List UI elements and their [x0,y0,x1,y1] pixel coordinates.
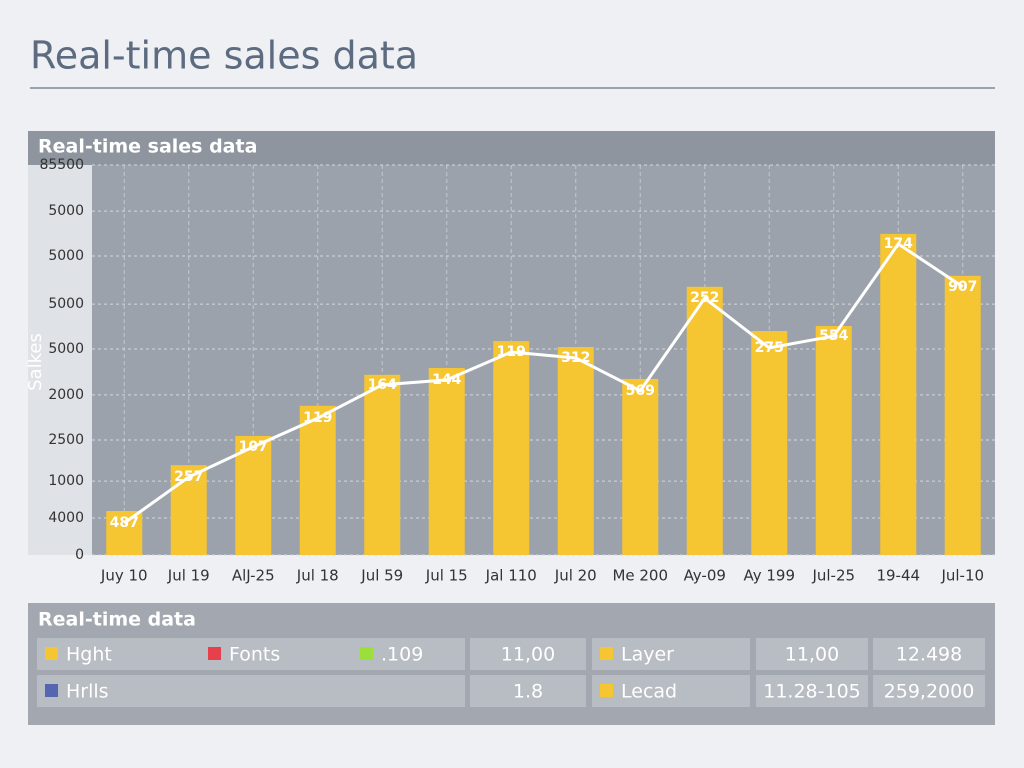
legend-label: Hrlls [66,681,109,703]
bar-label: 119 [497,344,526,360]
legend-swatch [600,647,613,660]
x-tick-label: Jul 15 [425,567,468,585]
y-tick-label: 4000 [48,510,84,526]
table-cell [592,675,750,707]
table-cell [470,638,586,670]
y-tick-label: 2500 [48,432,84,448]
bar-label: 174 [884,236,913,252]
page-title: Real-time sales data [30,34,418,78]
table-cell [592,638,750,670]
bar-label: 252 [690,290,719,306]
bar-label: 119 [303,410,332,426]
y-tick-label: 5000 [48,341,84,357]
bar-label: 144 [432,372,461,388]
x-tick-label: AlJ-25 [232,567,275,585]
y-tick-label: 5000 [48,248,84,264]
table-value: 12.498 [896,644,962,666]
table-cell [37,675,465,707]
bar [493,341,530,555]
x-tick-label: Jul-10 [940,567,984,585]
legend-label: Hght [66,644,112,666]
legend-swatch [360,647,373,660]
x-tick-label: Jul 19 [167,567,210,585]
chart-header [28,131,995,165]
x-tick-label: Ay-09 [684,567,726,585]
y-tick-label: 85500 [39,157,84,173]
bar-label: 275 [755,340,784,356]
bar [880,233,917,555]
bar-label: 907 [948,279,977,295]
table-cell [756,638,868,670]
x-tick-label: Jal 110 [485,567,537,585]
bar [170,465,207,555]
y-tick-label: 0 [75,547,84,563]
legend-swatch [45,647,58,660]
bar-label: 107 [239,439,268,455]
bar-label: 257 [174,469,203,485]
y-tick-label: 5000 [48,203,84,219]
bar [428,367,465,555]
bar-label: 569 [626,383,655,399]
bar [364,374,401,555]
table-cell [756,675,868,707]
table-title: Real-time data [38,609,196,631]
x-tick-label: Ay 199 [743,567,795,585]
y-tick-label: 1000 [48,473,84,489]
y-tick-label: 2000 [48,387,84,403]
legend-swatch [600,684,613,697]
legend-label: Lecad [621,681,677,703]
bar [557,347,594,555]
table-value: 11.28-105 [763,681,861,703]
legend-label: .109 [381,644,423,666]
x-tick-label: Juy 10 [100,567,148,585]
bar [622,378,659,555]
bar [299,405,336,555]
bar [815,326,852,555]
x-tick-label: Jul-25 [811,567,855,585]
x-tick-label: Jul 59 [360,567,403,585]
axis-rail [28,165,92,555]
bar-label: 312 [561,350,590,366]
table-value: 11,00 [501,644,555,666]
bar [106,510,143,555]
legend-swatch [45,684,58,697]
bar-label: 164 [368,377,397,393]
bar-label: 487 [110,515,139,531]
x-tick-label: 19-44 [876,567,920,585]
bar [686,286,723,555]
table-value: 1.8 [513,681,543,703]
y-axis-label: Salkes [25,333,46,391]
legend-label: Fonts [229,644,280,666]
table-cell [470,675,586,707]
plot-area [92,165,995,555]
bar [944,275,981,555]
y-tick-label: 5000 [48,296,84,312]
legend-label: Layer [621,644,674,666]
table-value: 11,00 [785,644,839,666]
x-tick-label: Jul 18 [296,567,339,585]
legend-swatch [208,647,221,660]
bar [235,435,272,555]
x-tick-label: Me 200 [612,567,668,585]
bar-label: 554 [819,328,848,344]
chart-title: Real-time sales data [38,136,257,158]
table: Hght Fonts .109 11,00 Layer 11,00 12.498 Hrlls 1… [37,638,985,707]
trend-line [123,241,964,525]
table-value: 259,2000 [884,681,975,703]
x-tick-label: Jul 20 [554,567,597,585]
table-cell [873,675,985,707]
table-cell [873,638,985,670]
bar [751,331,788,555]
table-cell [37,638,465,670]
